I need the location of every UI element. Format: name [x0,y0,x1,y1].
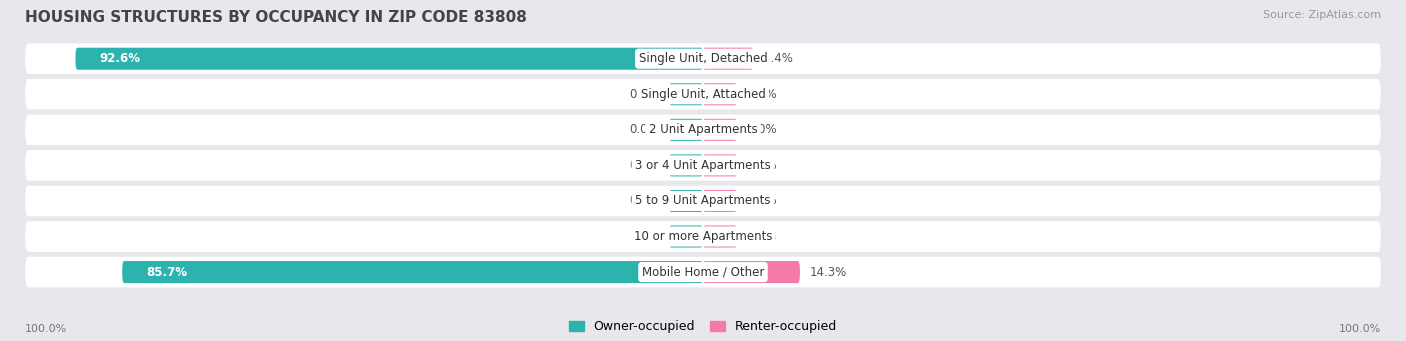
FancyBboxPatch shape [703,225,737,248]
Text: 0.0%: 0.0% [747,230,776,243]
FancyBboxPatch shape [669,190,703,212]
Text: 0.0%: 0.0% [630,159,659,172]
Text: 0.0%: 0.0% [747,159,776,172]
Text: 10 or more Apartments: 10 or more Apartments [634,230,772,243]
FancyBboxPatch shape [25,257,1381,287]
Text: 5 to 9 Unit Apartments: 5 to 9 Unit Apartments [636,194,770,207]
FancyBboxPatch shape [25,79,1381,109]
Text: Single Unit, Attached: Single Unit, Attached [641,88,765,101]
FancyBboxPatch shape [25,221,1381,252]
FancyBboxPatch shape [25,43,1381,74]
Text: 100.0%: 100.0% [1339,324,1381,334]
Text: 0.0%: 0.0% [630,230,659,243]
FancyBboxPatch shape [25,115,1381,145]
FancyBboxPatch shape [669,225,703,248]
FancyBboxPatch shape [122,261,703,283]
Text: 0.0%: 0.0% [747,88,776,101]
Text: Source: ZipAtlas.com: Source: ZipAtlas.com [1263,10,1381,20]
FancyBboxPatch shape [703,48,754,70]
Text: 0.0%: 0.0% [747,123,776,136]
FancyBboxPatch shape [669,119,703,141]
FancyBboxPatch shape [669,154,703,176]
Text: 2 Unit Apartments: 2 Unit Apartments [648,123,758,136]
Text: 100.0%: 100.0% [25,324,67,334]
FancyBboxPatch shape [25,150,1381,181]
Text: 0.0%: 0.0% [630,194,659,207]
Text: 0.0%: 0.0% [630,123,659,136]
FancyBboxPatch shape [703,261,800,283]
Text: 7.4%: 7.4% [763,52,793,65]
Text: HOUSING STRUCTURES BY OCCUPANCY IN ZIP CODE 83808: HOUSING STRUCTURES BY OCCUPANCY IN ZIP C… [25,10,527,25]
FancyBboxPatch shape [703,119,737,141]
FancyBboxPatch shape [703,190,737,212]
FancyBboxPatch shape [703,154,737,176]
FancyBboxPatch shape [76,48,703,70]
Text: 0.0%: 0.0% [747,194,776,207]
Text: 0.0%: 0.0% [630,88,659,101]
Text: Mobile Home / Other: Mobile Home / Other [641,266,765,279]
FancyBboxPatch shape [703,83,737,105]
Text: 92.6%: 92.6% [100,52,141,65]
Text: 85.7%: 85.7% [146,266,187,279]
FancyBboxPatch shape [25,186,1381,216]
FancyBboxPatch shape [669,83,703,105]
Text: Single Unit, Detached: Single Unit, Detached [638,52,768,65]
Legend: Owner-occupied, Renter-occupied: Owner-occupied, Renter-occupied [564,315,842,338]
Text: 3 or 4 Unit Apartments: 3 or 4 Unit Apartments [636,159,770,172]
Text: 14.3%: 14.3% [810,266,848,279]
